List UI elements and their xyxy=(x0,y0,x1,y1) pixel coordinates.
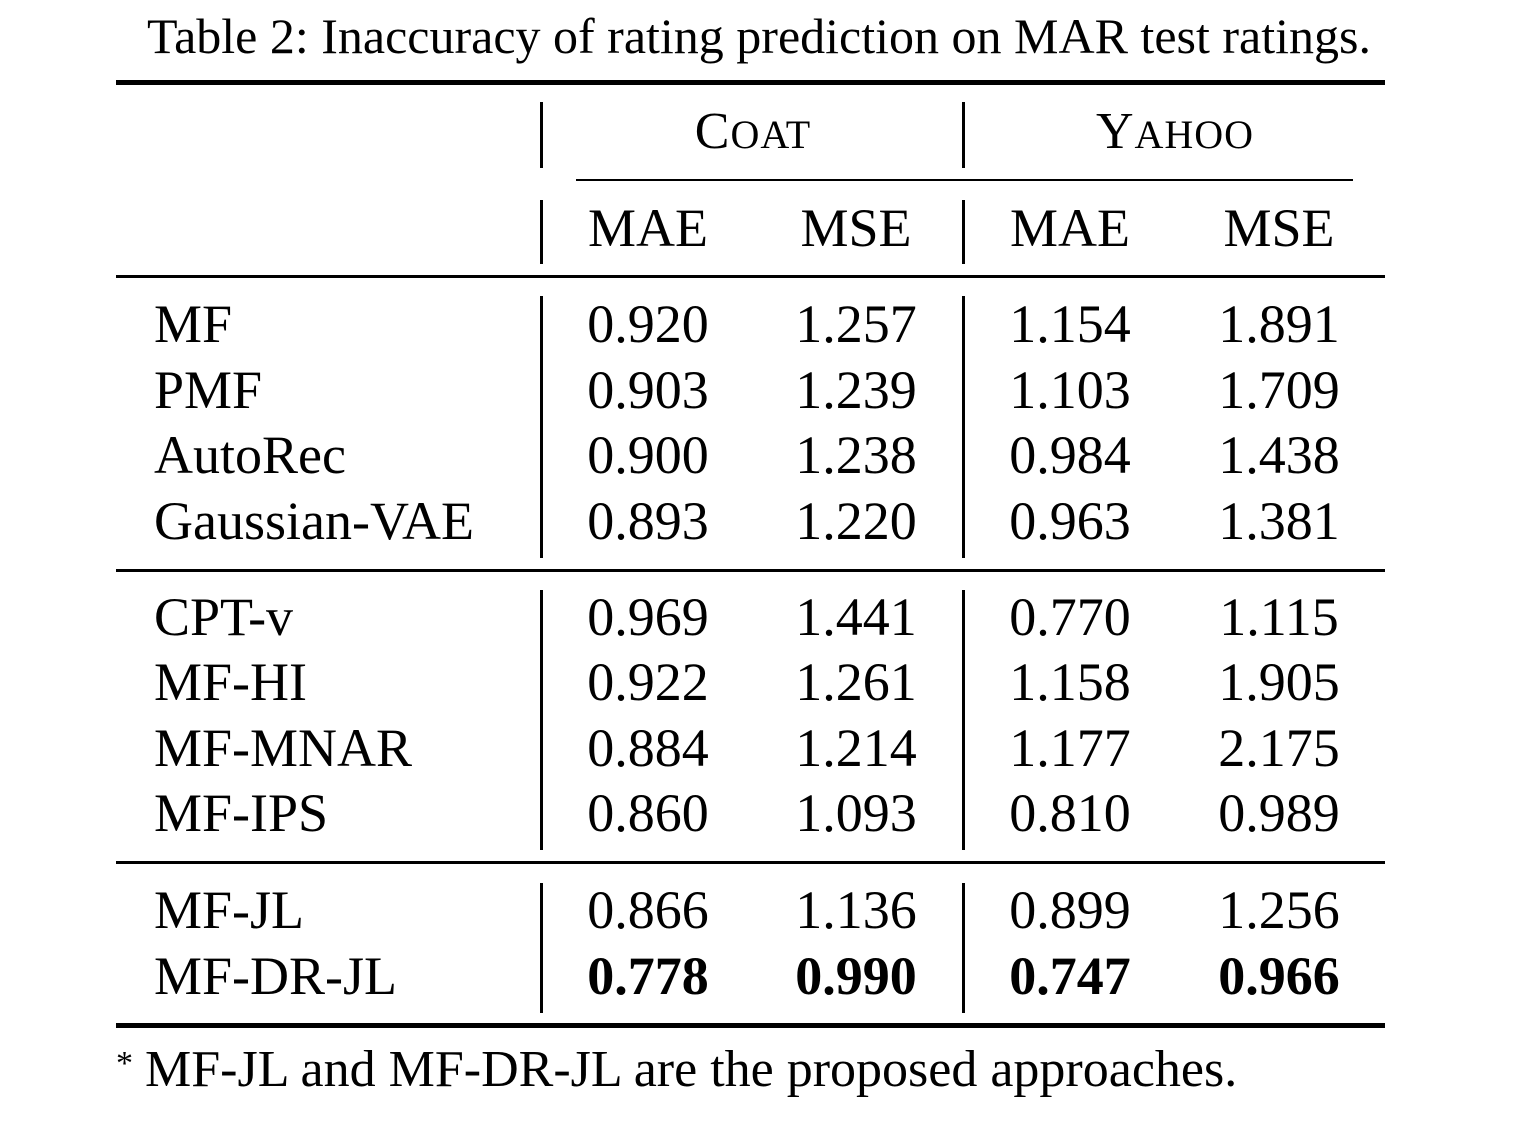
table-cell: 1.214 xyxy=(795,718,917,778)
table-cell: 0.920 xyxy=(587,294,709,354)
table-cell: 1.381 xyxy=(1218,491,1340,551)
column-separator xyxy=(962,200,965,264)
table-cell: 1.438 xyxy=(1218,425,1340,485)
table-cell: 0.963 xyxy=(1009,491,1131,551)
column-separator xyxy=(962,883,965,1013)
table-cell: 0.989 xyxy=(1218,783,1340,843)
group-rule xyxy=(116,569,1385,572)
table-cell: 0.747 xyxy=(1009,946,1131,1006)
table-cell: 1.220 xyxy=(795,491,917,551)
group-rule xyxy=(116,861,1385,864)
table-cell: 1.154 xyxy=(1009,294,1131,354)
table-cell: 1.158 xyxy=(1009,652,1131,712)
row-label: MF xyxy=(154,294,233,354)
table-cell: 1.136 xyxy=(795,880,917,940)
footnote-marker: * xyxy=(116,1045,133,1082)
table-cell: 0.984 xyxy=(1009,425,1131,485)
column-separator xyxy=(962,102,965,168)
column-separator xyxy=(962,590,965,850)
column-header-yahoo-mae: MAE xyxy=(1010,198,1130,258)
group-header-coat-rest: OAT xyxy=(730,112,812,157)
table-cell: 0.866 xyxy=(587,880,709,940)
column-separator xyxy=(540,590,543,850)
group-underline xyxy=(576,179,1353,181)
table-caption: Table 2: Inaccuracy of rating prediction… xyxy=(147,8,1371,64)
group-header-yahoo-rest: AHOO xyxy=(1134,112,1255,157)
row-label: AutoRec xyxy=(154,425,346,485)
group-header-yahoo-first: Y xyxy=(1095,103,1135,160)
table-cell: 2.175 xyxy=(1218,718,1340,778)
table-cell: 1.261 xyxy=(795,652,917,712)
table-cell: 0.922 xyxy=(587,652,709,712)
table-cell: 0.966 xyxy=(1218,946,1340,1006)
table-cell: 1.239 xyxy=(795,360,917,420)
table-cell: 0.903 xyxy=(587,360,709,420)
row-label: MF-JL xyxy=(154,880,305,940)
table-cell: 0.969 xyxy=(587,587,709,647)
table-cell: 1.093 xyxy=(795,783,917,843)
table-cell: 0.860 xyxy=(587,783,709,843)
group-header-coat: COAT xyxy=(543,102,963,165)
row-label: MF-IPS xyxy=(154,783,329,843)
row-label: PMF xyxy=(154,360,263,420)
bottom-rule xyxy=(116,1023,1385,1028)
column-separator xyxy=(540,102,543,168)
footnote-text: MF-JL and MF-DR-JL are the proposed appr… xyxy=(145,1041,1238,1098)
table-cell: 1.905 xyxy=(1218,652,1340,712)
table-cell: 0.899 xyxy=(1009,880,1131,940)
table-cell: 1.441 xyxy=(795,587,917,647)
row-label: MF-HI xyxy=(154,652,308,712)
table-cell: 1.256 xyxy=(1218,880,1340,940)
footnote: * MF-JL and MF-DR-JL are the proposed app… xyxy=(116,1038,1237,1102)
group-header-coat-first: C xyxy=(694,103,731,160)
table-cell: 0.990 xyxy=(795,946,917,1006)
top-rule xyxy=(116,80,1385,85)
table-cell: 1.709 xyxy=(1218,360,1340,420)
table-cell: 1.257 xyxy=(795,294,917,354)
row-label: CPT-v xyxy=(154,587,294,647)
table-cell: 1.238 xyxy=(795,425,917,485)
table-cell: 0.810 xyxy=(1009,783,1131,843)
table-cell: 1.103 xyxy=(1009,360,1131,420)
table-cell: 0.900 xyxy=(587,425,709,485)
column-separator xyxy=(540,883,543,1013)
column-header-yahoo-mse: MSE xyxy=(1223,198,1335,258)
row-label: MF-MNAR xyxy=(154,718,413,778)
table-cell: 1.115 xyxy=(1219,587,1339,647)
column-separator xyxy=(540,200,543,264)
group-header-yahoo: YAHOO xyxy=(965,102,1385,165)
table-cell: 0.770 xyxy=(1009,587,1131,647)
header-rule xyxy=(116,275,1385,278)
table-cell: 0.884 xyxy=(587,718,709,778)
table-cell: 1.177 xyxy=(1009,718,1131,778)
table-cell: 1.891 xyxy=(1218,294,1340,354)
row-label: MF-DR-JL xyxy=(154,946,398,1006)
column-header-coat-mse: MSE xyxy=(800,198,912,258)
row-label: Gaussian-VAE xyxy=(154,491,474,551)
column-separator xyxy=(962,296,965,558)
column-header-coat-mae: MAE xyxy=(588,198,708,258)
table-cell: 0.893 xyxy=(587,491,709,551)
table-cell: 0.778 xyxy=(587,946,709,1006)
column-separator xyxy=(540,296,543,558)
